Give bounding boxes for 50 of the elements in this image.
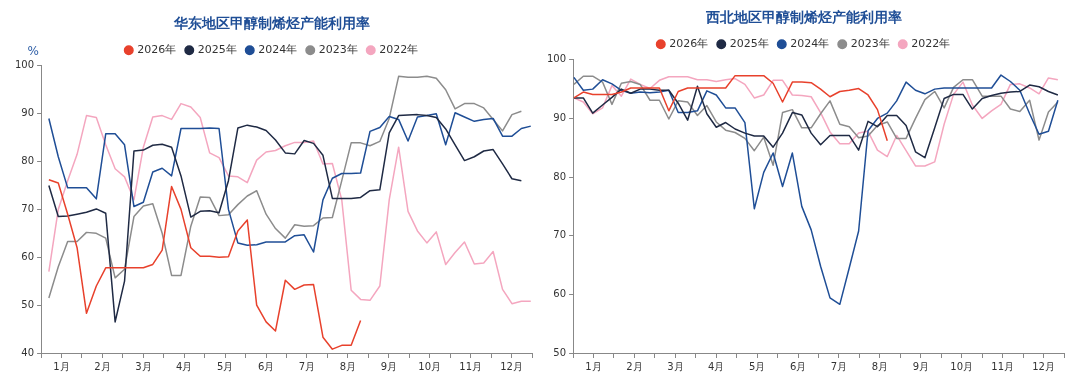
x-tick-label: 8月	[871, 360, 889, 372]
y-tick-label: 70	[21, 202, 35, 214]
legend-label: 2026年	[669, 37, 709, 51]
x-tick-label: 10月	[950, 360, 974, 372]
x-tick-label: 12月	[500, 360, 523, 372]
x-tick-label: 3月	[667, 360, 684, 372]
x-tick-label: 7月	[830, 360, 848, 372]
x-tick-label: 2月	[626, 360, 643, 372]
y-tick-label: 70	[553, 229, 567, 241]
y-tick-label: 50	[21, 298, 35, 310]
y-tick-label: 40	[21, 346, 35, 358]
x-tick-label: 3月	[135, 360, 152, 372]
x-tick-label: 5月	[216, 360, 234, 372]
x-tick-label: 12月	[1032, 360, 1055, 372]
x-tick-label: 4月	[708, 360, 725, 372]
y-tick-label: 100	[546, 53, 567, 65]
x-tick-label: 6月	[789, 360, 807, 372]
x-tick-label: 10月	[418, 360, 442, 372]
legend-label: 2023年	[850, 37, 890, 51]
y-tick-label: 50	[553, 346, 567, 358]
legend-label: 2022年	[911, 37, 951, 51]
x-tick-label: 1月	[585, 360, 602, 372]
x-tick-label: 4月	[176, 360, 193, 372]
legend-label: 2023年	[318, 43, 358, 57]
chart-title: 西北地区甲醇制烯烃产能利用率	[705, 9, 902, 26]
x-tick-label: 7月	[298, 360, 316, 372]
y-tick-label: 90	[553, 112, 567, 124]
y-tick-label: 100	[14, 59, 35, 71]
x-tick-label: 11月	[991, 360, 1014, 372]
legend-label: 2026年	[137, 43, 177, 57]
x-tick-label: 8月	[339, 360, 357, 372]
x-tick-label: 2月	[94, 360, 111, 372]
y-tick-label: 90	[21, 107, 35, 119]
x-tick-label: 9月	[912, 360, 929, 372]
y-tick-label: 60	[553, 287, 567, 299]
legend-label: 2025年	[729, 37, 769, 51]
x-tick-label: 1月	[53, 360, 70, 372]
x-tick-label: 5月	[748, 360, 766, 372]
y-tick-label: 80	[21, 155, 35, 167]
y-tick-label: 80	[553, 170, 567, 182]
legend-label: 2024年	[258, 43, 298, 57]
y-tick-label: 60	[21, 250, 35, 262]
legend-label: 2022年	[379, 43, 419, 57]
y-axis-title: %	[27, 43, 39, 58]
legend-label: 2025年	[197, 43, 237, 57]
x-tick-label: 6月	[257, 360, 275, 372]
x-tick-label: 9月	[380, 360, 397, 372]
x-tick-label: 11月	[459, 360, 482, 372]
chart-title: 华东地区甲醇制烯烃产能利用率	[173, 15, 370, 32]
legend-label: 2024年	[790, 37, 830, 51]
